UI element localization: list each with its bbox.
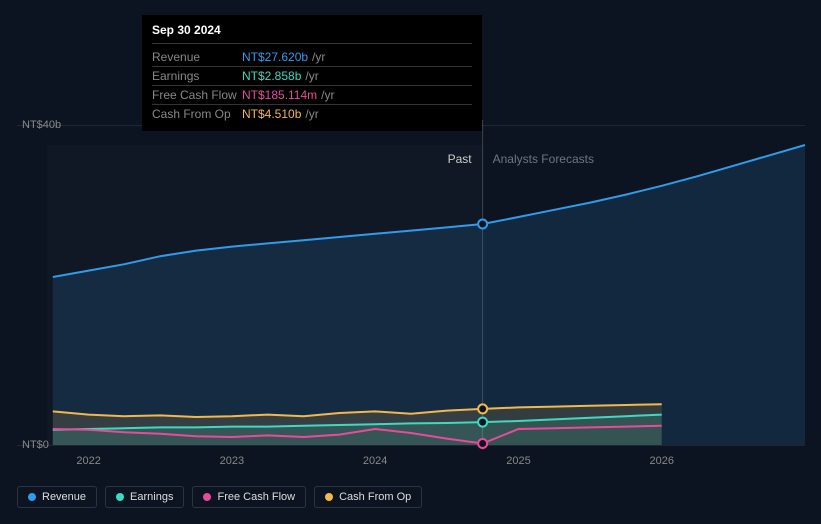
chart-tooltip: Sep 30 2024 RevenueNT$27.620b/yrEarnings… [142, 15, 482, 131]
legend-item[interactable]: Revenue [17, 486, 97, 508]
legend-label: Free Cash Flow [217, 491, 295, 503]
tooltip-row-suffix: /yr [312, 50, 325, 64]
legend-label: Revenue [42, 491, 86, 503]
tooltip-row-value: NT$185.114m [242, 88, 321, 102]
tooltip-row-suffix: /yr [305, 107, 318, 121]
legend-label: Cash From Op [339, 491, 411, 503]
legend: Revenue Earnings Free Cash Flow Cash From O… [17, 486, 422, 508]
tooltip-row-suffix: /yr [321, 88, 334, 102]
tooltip-row: RevenueNT$27.620b/yr [152, 48, 472, 67]
tooltip-row-label: Earnings [152, 69, 242, 83]
legend-item[interactable]: Free Cash Flow [192, 486, 306, 508]
tooltip-row-value: NT$4.510b [242, 107, 305, 121]
tooltip-date: Sep 30 2024 [152, 23, 472, 44]
legend-item[interactable]: Earnings [105, 486, 184, 508]
tooltip-row-label: Cash From Op [152, 107, 242, 121]
tooltip-row-suffix: /yr [305, 69, 318, 83]
legend-dot-icon [28, 493, 36, 501]
legend-label: Earnings [130, 491, 173, 503]
tooltip-row: Free Cash FlowNT$185.114m/yr [152, 86, 472, 105]
legend-dot-icon [116, 493, 124, 501]
tooltip-row-value: NT$2.858b [242, 69, 305, 83]
tooltip-row: Cash From OpNT$4.510b/yr [152, 105, 472, 123]
legend-dot-icon [325, 493, 333, 501]
tooltip-row: EarningsNT$2.858b/yr [152, 67, 472, 86]
tooltip-row-label: Free Cash Flow [152, 88, 242, 102]
tooltip-row-value: NT$27.620b [242, 50, 312, 64]
legend-dot-icon [203, 493, 211, 501]
tooltip-row-label: Revenue [152, 50, 242, 64]
legend-item[interactable]: Cash From Op [314, 486, 422, 508]
